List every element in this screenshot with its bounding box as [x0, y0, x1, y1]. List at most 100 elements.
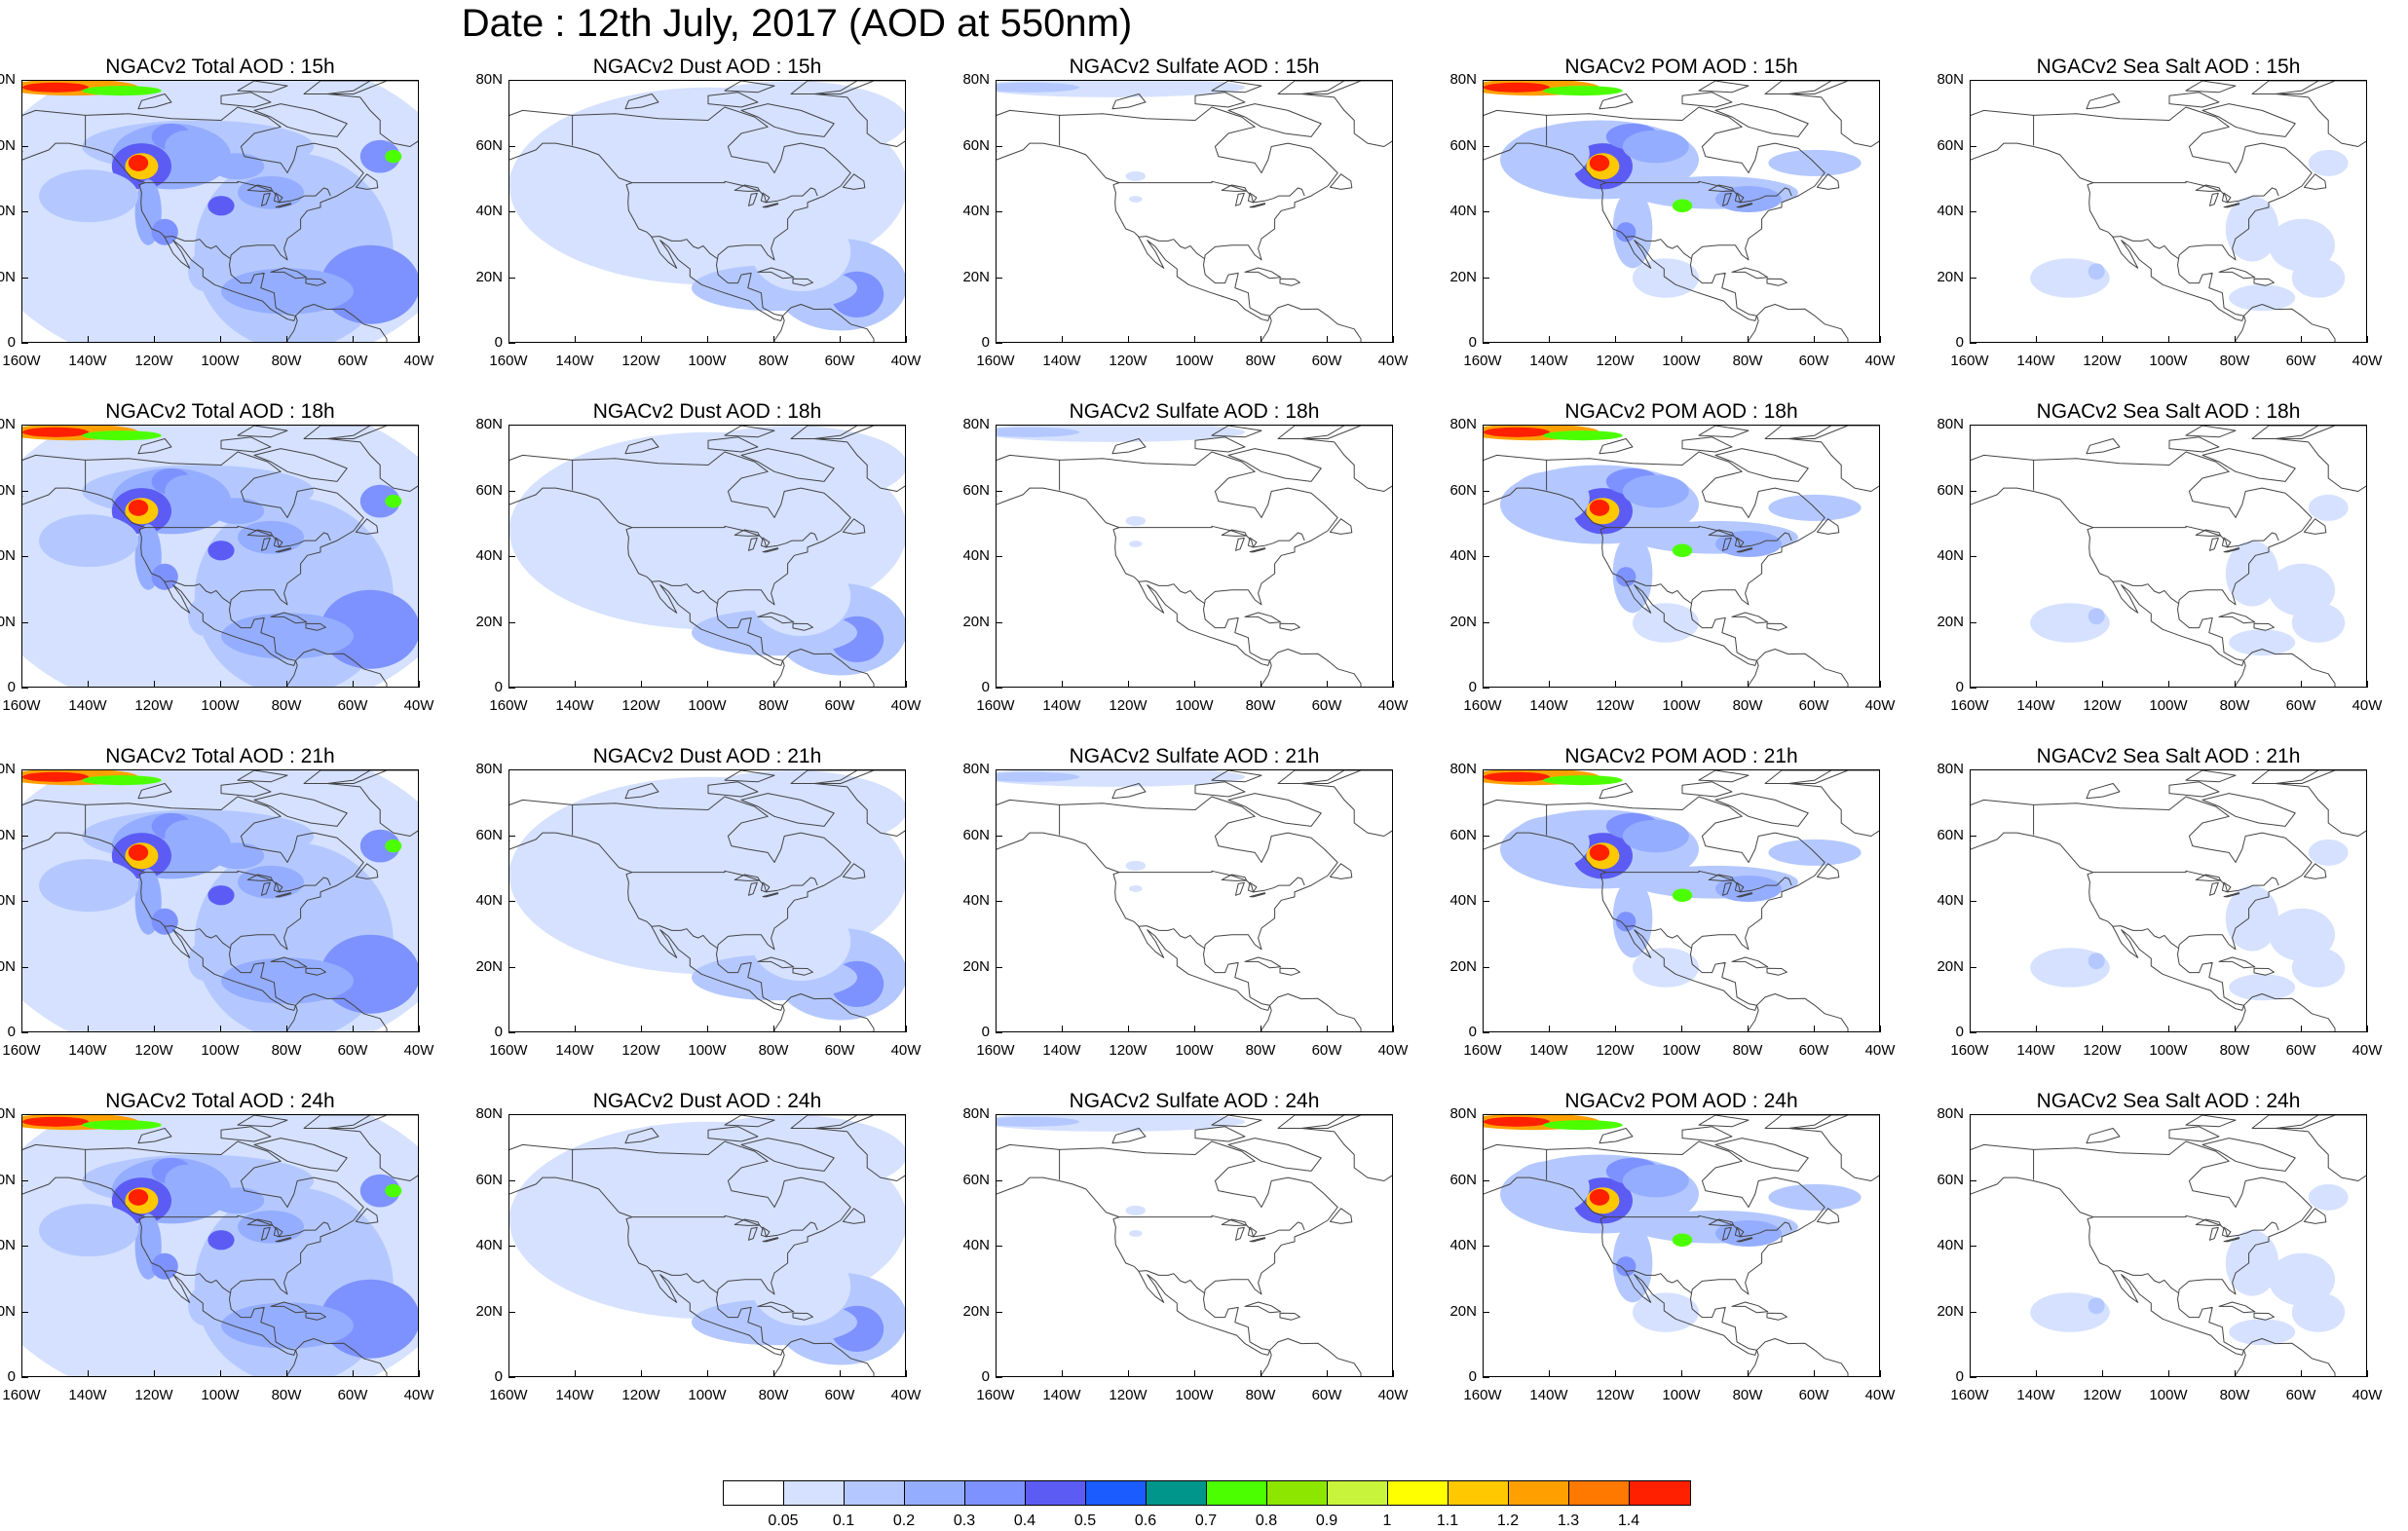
y-tick	[1970, 1246, 1976, 1247]
y-tick	[996, 769, 1002, 770]
coastline-newfoundland	[842, 173, 866, 190]
coastline-arctic-island	[1698, 1115, 1750, 1128]
aod-region	[128, 843, 149, 861]
map-canvas	[509, 81, 905, 342]
aod-region	[2229, 284, 2296, 312]
x-tick-label: 100W	[688, 353, 727, 369]
coastline-arctic-island	[1227, 103, 1322, 137]
y-tick-label: 60N	[0, 826, 16, 843]
x-tick	[1549, 1370, 1550, 1377]
y-tick-label: 20N	[475, 613, 503, 630]
x-tick	[1615, 681, 1616, 688]
colorbar-label: 0.3	[953, 1512, 976, 1529]
y-tick	[1483, 1377, 1489, 1378]
x-tick-label: 120W	[134, 1042, 173, 1059]
great-lake	[275, 892, 292, 898]
x-tick-label: 160W	[1950, 697, 1989, 714]
border-us-canada	[143, 870, 331, 893]
map-plot-area	[508, 769, 906, 1032]
y-tick	[21, 425, 28, 426]
x-tick-label: 140W	[1042, 697, 1081, 714]
coastline-cuba	[1244, 956, 1282, 969]
coastline	[997, 796, 1338, 1011]
x-tick	[1062, 1026, 1063, 1032]
x-tick	[419, 1370, 420, 1377]
map-canvas	[1971, 426, 2366, 687]
border-us-canada	[1604, 525, 1792, 548]
coastline	[1484, 796, 1825, 1011]
coastline	[1484, 1140, 1825, 1356]
colorbar-label: 1.4	[1617, 1512, 1640, 1529]
y-tick-label: 80N	[0, 761, 16, 777]
y-tick-label: 0	[1955, 1024, 1964, 1040]
x-tick-label: 60W	[2285, 697, 2316, 714]
y-tick-label: 40N	[0, 203, 16, 219]
x-tick	[21, 1370, 22, 1377]
coastline-newfoundland	[2303, 863, 2327, 879]
y-tick	[996, 1114, 1002, 1115]
coastline-arctic-island	[137, 1128, 172, 1144]
y-tick	[508, 1311, 515, 1313]
map-plot-area	[1483, 1114, 1880, 1377]
y-tick	[1970, 343, 1976, 344]
colorbar-swatch	[905, 1481, 965, 1505]
coastline-arctic-island	[1211, 81, 1262, 93]
x-tick	[1128, 1370, 1129, 1377]
coastline-arctic-island	[1194, 781, 1246, 798]
x-tick	[1970, 681, 1971, 688]
coastline	[509, 106, 851, 321]
map-panel-total: NGACv2 Total AOD : 15h 80N 60N 40N 20N 0 160W 1…	[0, 55, 489, 415]
aod-region	[675, 1115, 905, 1194]
coastline-south-america	[2235, 304, 2336, 342]
x-tick-label: 100W	[1662, 697, 1701, 714]
great-lake	[2223, 1237, 2240, 1243]
y-tick-label: 60N	[1449, 826, 1477, 843]
coastline-arctic-island	[1714, 793, 1809, 827]
x-tick-label: 40W	[1864, 697, 1896, 714]
y-tick-label: 60N	[1937, 826, 1964, 843]
coastline-arctic-island	[724, 426, 775, 438]
colorbar-label: 0.8	[1255, 1512, 1278, 1529]
colorbar	[723, 1480, 1691, 1506]
coastline-cuba	[2218, 612, 2256, 624]
map-canvas	[997, 770, 1392, 1031]
x-tick	[419, 681, 420, 688]
x-tick-label: 60W	[1311, 697, 1342, 714]
colorbar-label: 0.5	[1073, 1512, 1097, 1529]
x-tick-label: 80W	[271, 353, 302, 369]
coastline	[997, 1140, 1338, 1356]
y-tick-label: 20N	[0, 957, 16, 975]
y-tick	[996, 1311, 1002, 1313]
coastline-arctic-island	[1194, 436, 1246, 453]
aod-region	[1484, 771, 1550, 782]
great-lake	[1235, 1226, 1245, 1241]
aod-region	[2308, 1183, 2349, 1211]
x-tick	[840, 681, 841, 688]
panel-title: NGACv2 Sulfate AOD : 15h	[1069, 56, 1320, 78]
y-tick-label: 20N	[1937, 613, 1964, 630]
y-tick-label: 40N	[0, 892, 16, 909]
x-tick	[1615, 1370, 1616, 1377]
great-lake	[1734, 537, 1745, 548]
coastline	[509, 796, 851, 1011]
coastline-arctic-island	[1599, 438, 1634, 455]
x-tick-label: 140W	[2016, 697, 2055, 714]
x-tick-label: 40W	[890, 1042, 922, 1059]
x-tick	[641, 1370, 642, 1377]
great-lake	[246, 874, 274, 881]
x-tick-label: 120W	[2083, 353, 2122, 369]
great-lake	[2221, 881, 2232, 893]
x-tick	[1194, 336, 1195, 343]
coastline-arctic-island	[1599, 1128, 1634, 1144]
y-tick	[1483, 1032, 1489, 1033]
y-tick-label: 0	[1468, 334, 1477, 351]
colorbar-swatch	[1207, 1481, 1267, 1505]
map-panel-pom: NGACv2 POM AOD : 15h 80N 60N 40N 20N 0 160W 140…	[1449, 55, 1950, 415]
aod-region	[1622, 819, 1689, 853]
map-plot-area	[1483, 425, 1880, 688]
x-tick	[1681, 1026, 1682, 1032]
coastline	[997, 451, 1338, 666]
x-tick	[1327, 1370, 1328, 1377]
x-tick	[1194, 1026, 1195, 1032]
x-tick-label: 100W	[688, 1042, 727, 1059]
